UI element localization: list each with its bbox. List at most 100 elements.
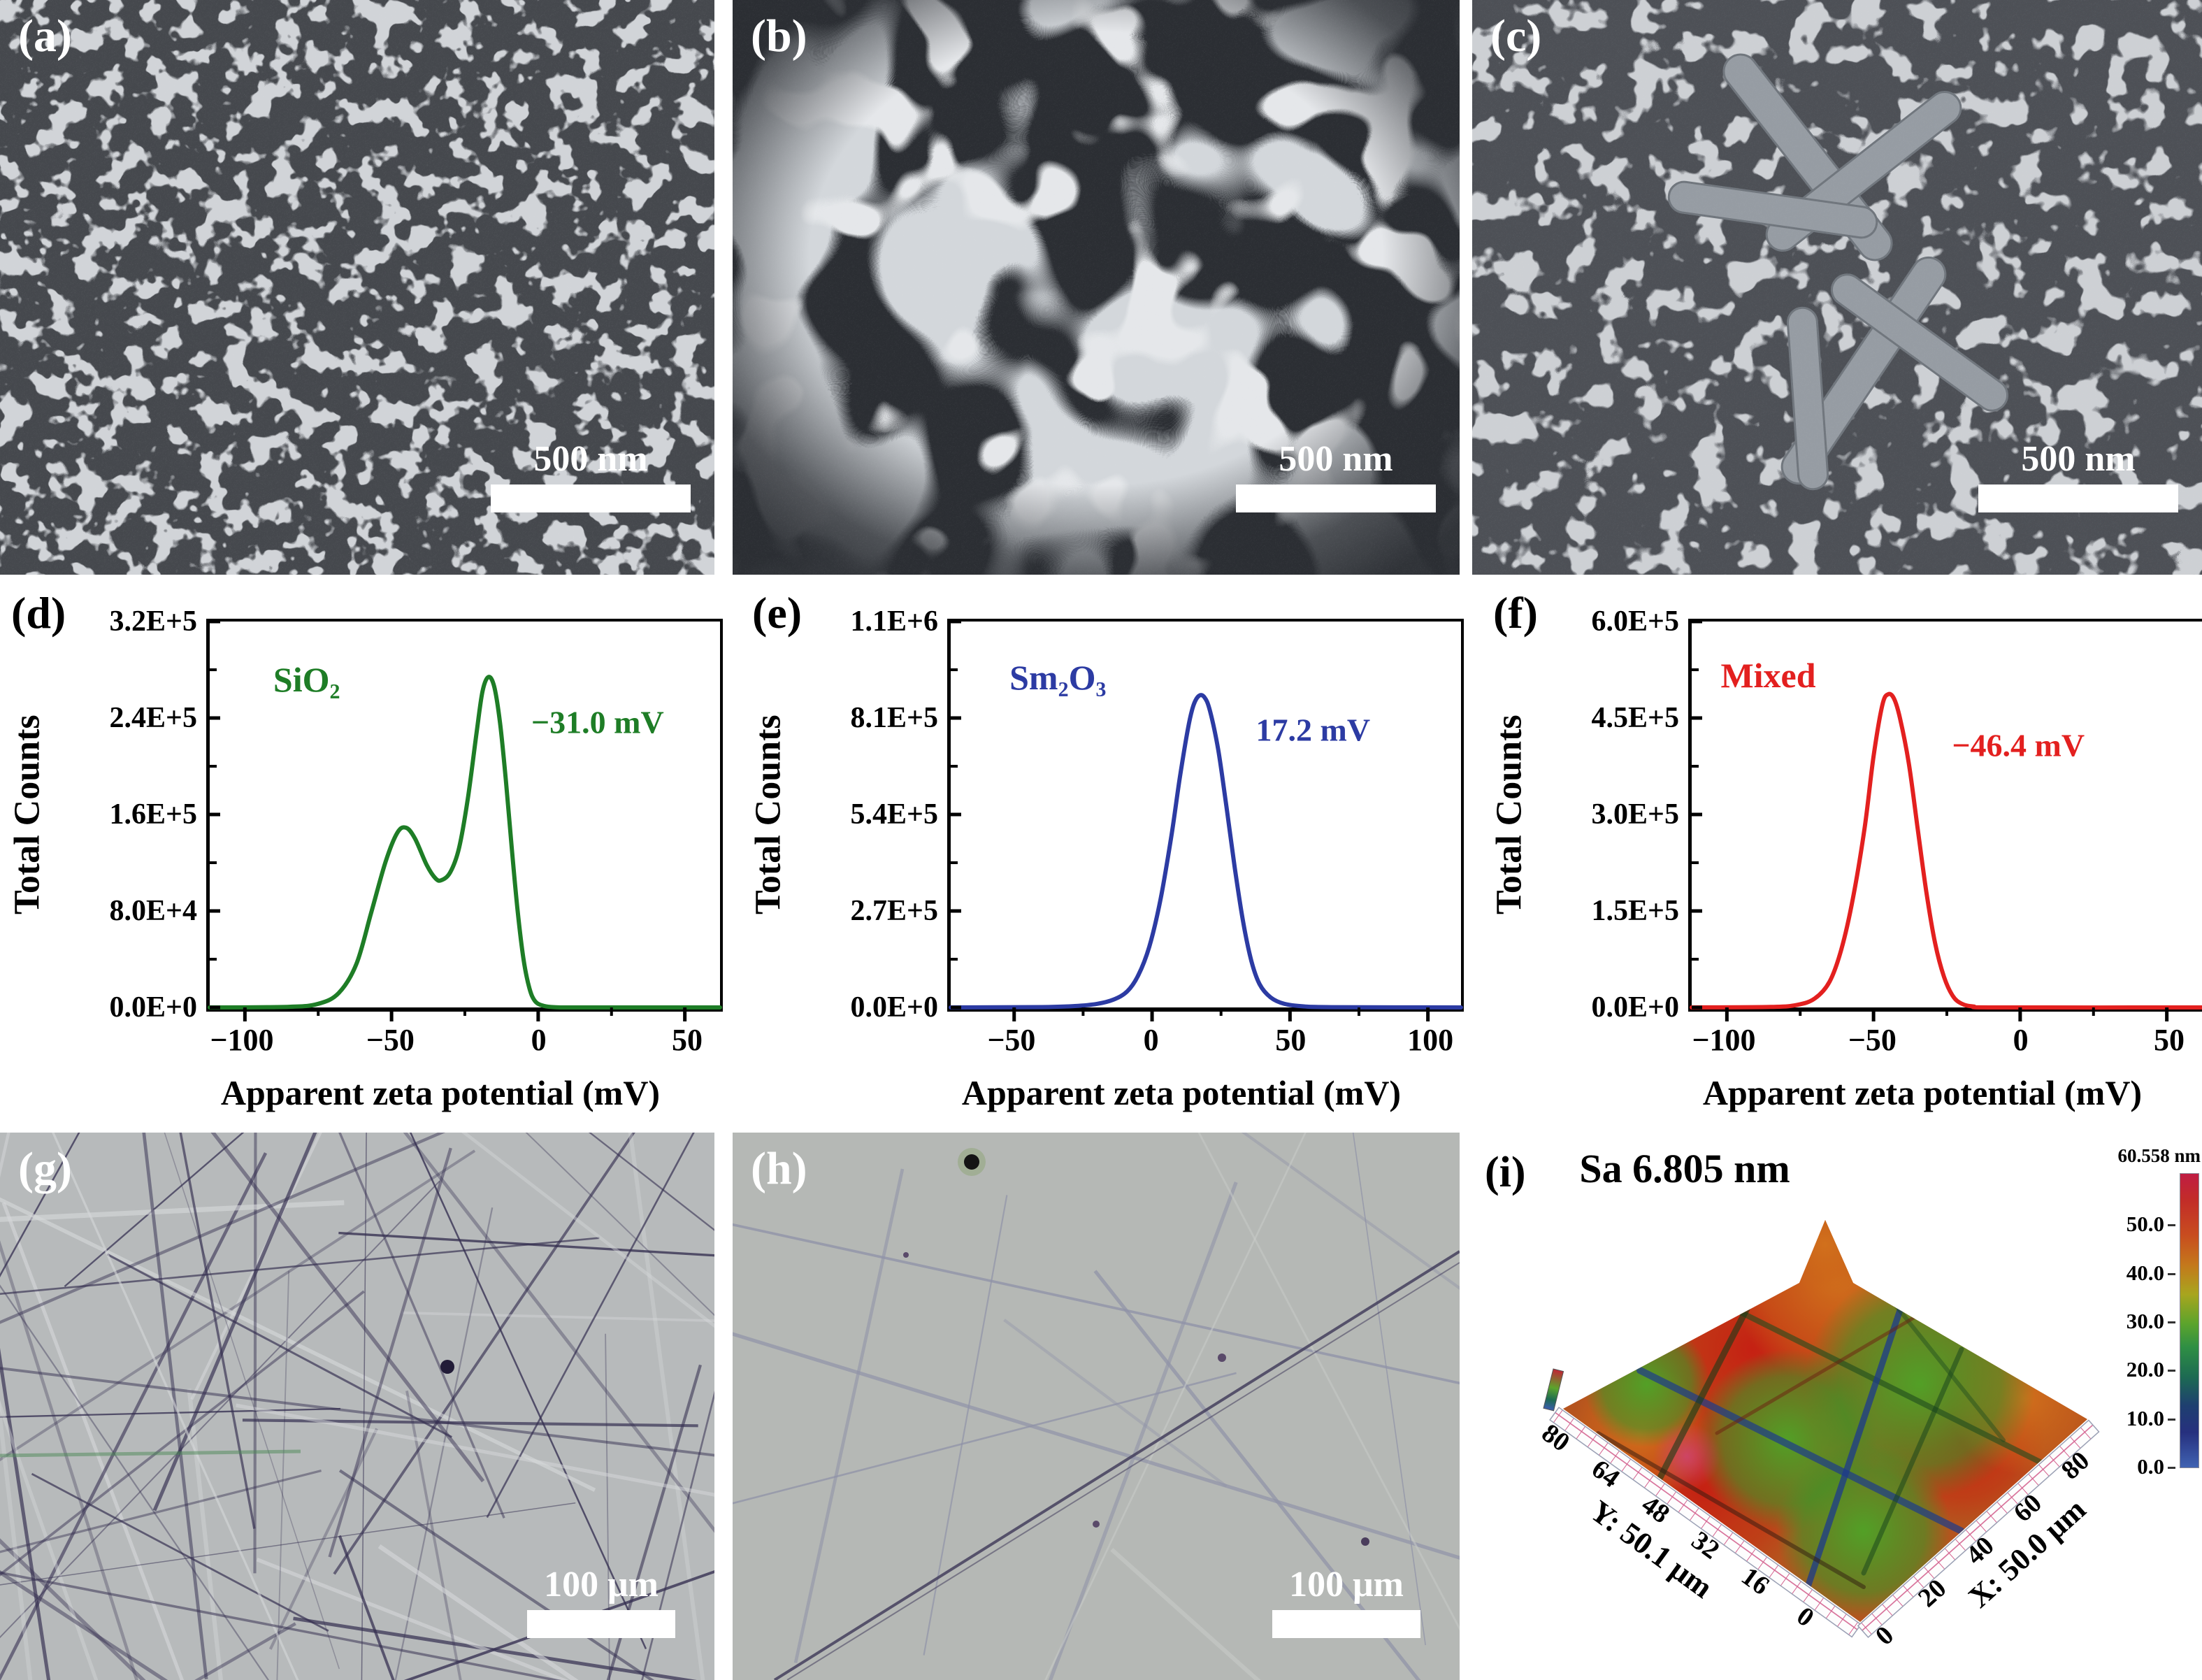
y-tick-label: 6.0E+5 bbox=[1591, 605, 1679, 638]
optical-g-scratch-lines bbox=[0, 1133, 714, 1680]
scratch-line bbox=[268, 1428, 378, 1650]
y-tick-label: 0.0E+0 bbox=[1591, 991, 1679, 1024]
sem-a-grain bbox=[0, 0, 714, 575]
scratch-line bbox=[0, 1367, 714, 1457]
sample-label-sio2: SiO₂ bbox=[273, 659, 340, 699]
x-tick-label: 50 bbox=[1275, 1023, 1307, 1057]
curve bbox=[1690, 691, 2202, 1010]
scale-bar-c: 500 nm bbox=[1970, 439, 2187, 513]
scratch-line bbox=[0, 1399, 33, 1680]
y-axis-label-f: Total Counts bbox=[1489, 715, 1530, 914]
optical-h-main-scratch-twin bbox=[786, 1262, 1460, 1680]
colorbar-tick-mark bbox=[2168, 1370, 2175, 1372]
optical-panel-h: (h) 100 μm bbox=[733, 1133, 1460, 1680]
optical-h-dot bbox=[1093, 1521, 1100, 1528]
x-tick-label: 0 bbox=[531, 1023, 547, 1057]
scale-bar-g-text: 100 μm bbox=[544, 1565, 659, 1604]
zeta-value-mixed: −46.4 mV bbox=[1952, 727, 2085, 763]
colorbar-tick-label: 10.0 bbox=[2127, 1406, 2175, 1431]
panel-label-c: (c) bbox=[1490, 10, 1542, 62]
scratch-line bbox=[0, 1347, 51, 1680]
scale-bar-b-bar bbox=[1236, 484, 1436, 513]
colorbar-tick-label: 30.0 bbox=[2127, 1309, 2175, 1334]
scratch-line bbox=[0, 1152, 268, 1680]
plot-area-f: Mixed −46.4 mV bbox=[1688, 619, 2202, 1021]
colorbar bbox=[2180, 1173, 2199, 1468]
scratch-line bbox=[1044, 1133, 1307, 1680]
panel-label-i: (i) bbox=[1485, 1149, 1526, 1196]
y-tick-label: 2.7E+5 bbox=[850, 895, 938, 927]
scratch-line bbox=[142, 1133, 208, 1680]
y-tick-label: 4.5E+5 bbox=[1591, 702, 1679, 734]
sem-image-b bbox=[733, 0, 1460, 575]
scratch-line bbox=[606, 1364, 703, 1680]
surface-3d-texture bbox=[1563, 1220, 2087, 1622]
scratch-line bbox=[0, 1571, 562, 1680]
x-tick-label: 100 bbox=[1407, 1023, 1454, 1057]
scale-bar-c-bar bbox=[1978, 484, 2178, 513]
curve bbox=[949, 693, 1463, 1010]
y-tick-label: 3.0E+5 bbox=[1591, 798, 1679, 831]
optical-h-background bbox=[733, 1133, 1460, 1680]
x-tick-label: 50 bbox=[672, 1023, 703, 1057]
scratch-line bbox=[628, 1133, 705, 1680]
chart-panel-d: (d) Total Counts 0.0E+0 8.0E+4 1.6E+5 2.4E+… bbox=[0, 580, 727, 1133]
optical-h-dot bbox=[903, 1252, 909, 1258]
optical-h-dot bbox=[1361, 1537, 1369, 1546]
x-tick-label: 0 bbox=[1143, 1023, 1159, 1057]
scale-bar-g: 100 μm bbox=[510, 1565, 692, 1639]
scratch-line bbox=[253, 1133, 257, 1574]
chart-panel-e: (e) Total Counts 0.0E+0 2.7E+5 5.4E+5 8.1E+… bbox=[741, 580, 1468, 1133]
scale-bar-h-bar bbox=[1272, 1610, 1420, 1639]
plot-area-e: Sm₂O₃ 17.2 mV bbox=[947, 619, 1464, 1021]
scratch-line bbox=[409, 1133, 647, 1649]
x-tick-labels-e: −50 0 50 100 bbox=[947, 1022, 1464, 1061]
sem-b-grain bbox=[733, 0, 1460, 575]
scratch-line bbox=[187, 1388, 223, 1680]
scratch-line bbox=[0, 1400, 99, 1680]
y-tick-label: 0.0E+0 bbox=[109, 991, 197, 1024]
x-tick-labels-f: −100 −50 0 50 bbox=[1688, 1022, 2202, 1061]
scratch-line bbox=[0, 1133, 80, 1278]
optical-h-scratch-lines bbox=[733, 1133, 1460, 1680]
scratch-line bbox=[1003, 1319, 1228, 1488]
sample-label-mixed: Mixed bbox=[1720, 656, 1816, 696]
scratch-line bbox=[338, 1231, 714, 1257]
scratch-line bbox=[1110, 1548, 1261, 1680]
colorbar-tick-label: 0.0 bbox=[2137, 1454, 2175, 1479]
x-axis-ruler bbox=[1857, 1419, 2100, 1638]
x-tick-label: −50 bbox=[1848, 1023, 1897, 1057]
scratch-line bbox=[402, 1311, 714, 1323]
scratch-line bbox=[0, 1538, 146, 1680]
colorbar-tick-label: 50.0 bbox=[2127, 1212, 2175, 1237]
y-tick-label: 1.6E+5 bbox=[109, 798, 197, 831]
scratch-line bbox=[0, 1200, 345, 1222]
scratch-line bbox=[0, 1149, 476, 1462]
x-tick-label: −50 bbox=[366, 1023, 415, 1057]
scratch-line bbox=[1352, 1133, 1427, 1646]
scratch-line bbox=[256, 1558, 568, 1680]
scratch-line bbox=[525, 1133, 714, 1316]
y-tick-labels-e: 0.0E+0 2.7E+5 5.4E+5 8.1E+5 1.1E+6 bbox=[796, 605, 941, 1024]
scratch-line bbox=[377, 1544, 579, 1680]
colorbar-tick-labels: 50.0 40.0 30.0 20.0 10.0 0.0 bbox=[2108, 1173, 2175, 1479]
y-axis-tick-label: 0 bbox=[1791, 1601, 1819, 1632]
x-axis-label-e: Apparent zeta potential (mV) bbox=[961, 1073, 1402, 1112]
colorbar-tick-mark bbox=[2168, 1467, 2175, 1469]
scale-bar-a-text: 500 nm bbox=[533, 439, 648, 479]
scratch-line bbox=[152, 1133, 317, 1512]
corner-color-stub bbox=[1543, 1368, 1564, 1412]
scratch-line bbox=[179, 1133, 256, 1529]
x-axis-label-f: Apparent zeta potential (mV) bbox=[1702, 1073, 2143, 1112]
zeta-curve-sio2 bbox=[208, 619, 722, 1021]
panel-label-g: (g) bbox=[18, 1143, 72, 1194]
x-tick-labels-d: −100 −50 0 50 bbox=[206, 1022, 723, 1061]
scale-bar-c-text: 500 nm bbox=[2021, 439, 2136, 479]
y-axis-label-e: Total Counts bbox=[748, 715, 789, 914]
zeta-curve-mixed bbox=[1690, 619, 2202, 1021]
sample-label-sm2o3: Sm₂O₃ bbox=[1009, 658, 1107, 698]
y-axis-ruler bbox=[1549, 1407, 1862, 1638]
scratch-line bbox=[403, 1133, 714, 1533]
scratch-line bbox=[1048, 1182, 1238, 1680]
